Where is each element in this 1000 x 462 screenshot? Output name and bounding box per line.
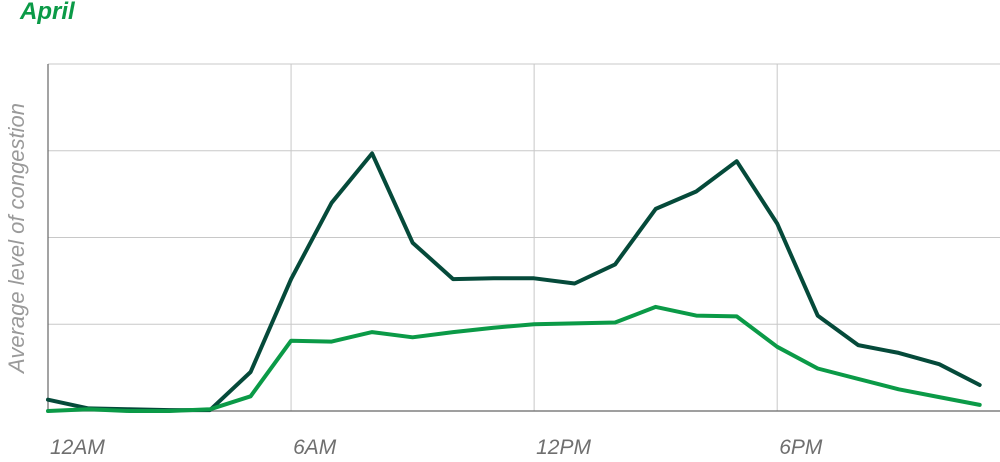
- x-tick-12pm: 12PM: [536, 436, 591, 459]
- series-line-1: [46, 151, 982, 413]
- x-tick-6am: 6AM: [293, 436, 337, 459]
- x-tick-label: 12PM: [536, 436, 591, 459]
- x-tick-label: 6AM: [293, 436, 337, 459]
- x-tick-12am: 12AM: [50, 436, 105, 459]
- x-tick-6pm: 6PM: [779, 436, 823, 459]
- series-line-2: [46, 304, 982, 413]
- chart-title: April: [20, 0, 75, 25]
- x-tick-label: 12AM: [50, 436, 105, 459]
- x-tick-label: 6PM: [779, 436, 823, 459]
